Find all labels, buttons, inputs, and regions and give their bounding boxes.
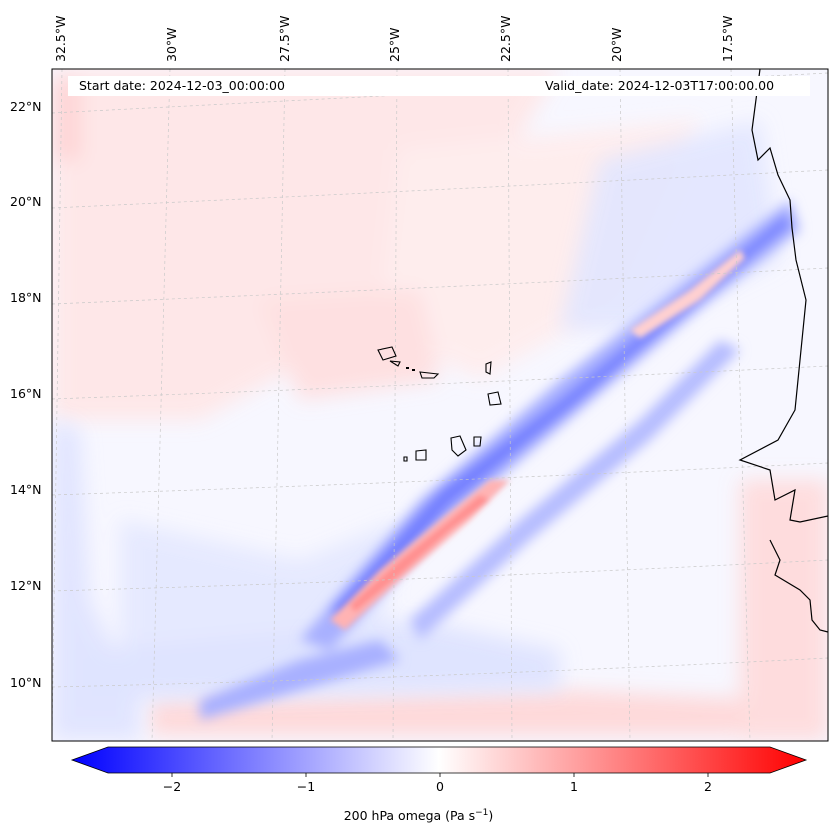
lon-label: 32.5°W — [53, 15, 68, 62]
lat-label: 18°N — [10, 290, 42, 305]
lat-label: 10°N — [10, 675, 42, 690]
colorbar — [70, 746, 808, 777]
colorbar-tick: −1 — [296, 779, 316, 794]
lat-label: 16°N — [10, 386, 42, 401]
header-strip — [68, 76, 810, 96]
lat-label: 20°N — [10, 194, 42, 209]
coastline — [738, 69, 828, 633]
lat-label: 14°N — [10, 482, 42, 497]
lon-label: 17.5°W — [720, 15, 735, 62]
lat-label: 12°N — [10, 578, 42, 593]
lon-label: 25°W — [387, 27, 402, 62]
colorbar-tick: 0 — [436, 779, 444, 794]
islands — [377, 346, 502, 462]
colorbar-tick: −2 — [162, 779, 182, 794]
valid-date: Valid_date: 2024-12-03T17:00:00.00 — [545, 78, 775, 93]
lon-label: 30°W — [164, 27, 179, 62]
lat-label: 22°N — [10, 99, 42, 114]
lon-label: 27.5°W — [277, 15, 292, 62]
colorbar-label: 200 hPa omega (Pa s−1) — [343, 808, 494, 824]
lon-label: 22.5°W — [498, 15, 513, 62]
colorbar-tick: 1 — [570, 779, 578, 794]
colorbar-tick: 2 — [704, 779, 712, 794]
omega-field — [52, 69, 828, 741]
lon-label: 20°W — [609, 27, 624, 62]
map-frame — [51, 68, 829, 742]
start-date: Start date: 2024-12-03_00:00:00 — [79, 78, 285, 93]
